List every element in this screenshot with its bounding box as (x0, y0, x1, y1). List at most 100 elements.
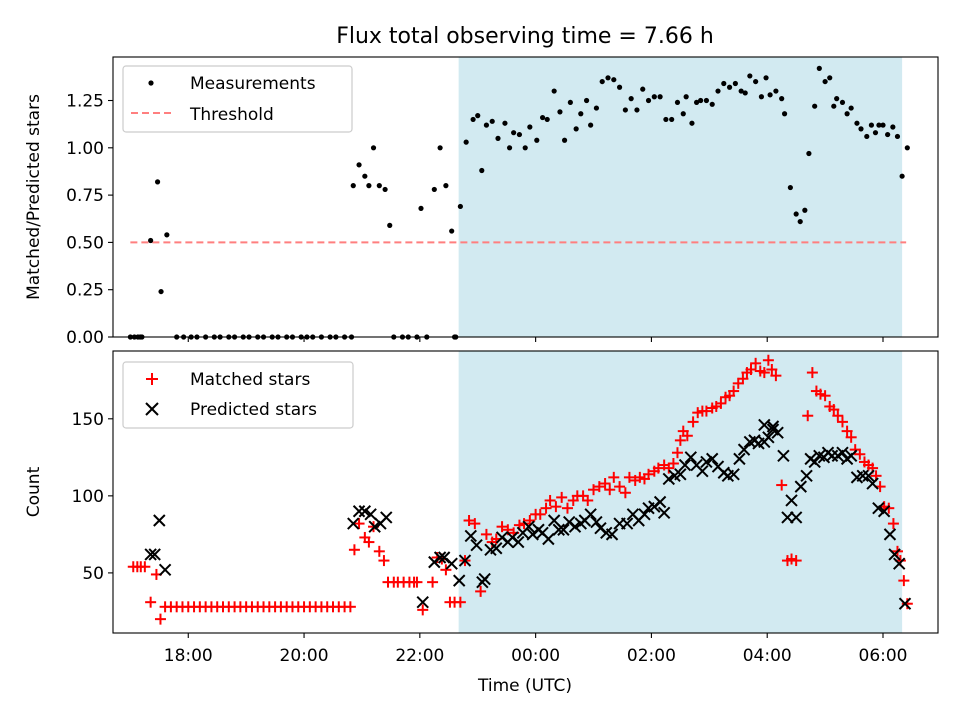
matched-star-point (841, 425, 853, 437)
measurement-point (703, 97, 710, 104)
top-panel: 0.00 0.25 0.50 0.75 1.00 1.25 Matched/Predict… (24, 56, 939, 348)
legend-predicted-label: Predicted stars (190, 400, 317, 420)
matched-star-point (378, 555, 390, 567)
measurement-point (680, 111, 686, 117)
measurement-point (154, 179, 161, 185)
predicted-star-point (762, 431, 775, 444)
measurement-point (645, 97, 652, 104)
predicted-star-point (547, 514, 561, 527)
measurement-point (839, 99, 846, 106)
x-tick-label: 22:00 (395, 646, 444, 666)
matched-star-point (762, 354, 774, 366)
predicted-star-point (638, 508, 651, 521)
predicted-star-point (794, 480, 807, 493)
bottom-x-ticks: 18:00 20:00 22:00 00:00 02:00 04:00 06:00 (164, 633, 908, 666)
measurement-point (479, 167, 485, 174)
predicted-star-point (800, 469, 813, 483)
x-tick-label: 04:00 (743, 646, 792, 666)
matched-star-point (845, 431, 857, 443)
matched-star-point (154, 613, 166, 625)
legend-predicted-marker (145, 402, 159, 416)
measurement-point (551, 88, 557, 94)
measurement-point (475, 113, 481, 119)
predicted-star-point (590, 515, 603, 529)
predicted-star-point (844, 449, 858, 462)
measurement-point (721, 80, 727, 87)
matched-star-point (556, 491, 568, 503)
matched-star-point (344, 601, 356, 613)
matched-star-point (480, 528, 492, 540)
measurement-point (885, 131, 891, 138)
measurement-point (366, 183, 372, 189)
matched-star-point (561, 502, 573, 514)
predicted-star-point (144, 548, 157, 561)
predicted-star-point (153, 514, 166, 527)
measurement-point (583, 97, 590, 104)
measurement-point (449, 228, 455, 234)
matched-star-point (475, 585, 487, 597)
x-tick-label: 06:00 (859, 646, 908, 666)
predicted-star-point (684, 451, 697, 464)
matched-star-point (139, 561, 151, 573)
measurement-point (557, 109, 563, 115)
measurement-point (758, 94, 765, 100)
predicted-star-point (657, 506, 671, 520)
measurement-point (573, 126, 579, 132)
matched-star-point (463, 515, 475, 527)
measurement-point (683, 94, 689, 100)
measurement-point (763, 75, 769, 81)
measurement-point (753, 78, 759, 85)
predicted-star-point (862, 469, 875, 483)
predicted-star-point (416, 595, 429, 609)
matched-star-point (534, 508, 546, 520)
measurement-points (127, 65, 910, 340)
top-legend: Measurements Threshold (122, 65, 353, 133)
predicted-star-point (737, 443, 751, 456)
matched-star-point (687, 416, 699, 428)
measurement-point (158, 288, 164, 295)
predicted-star-point (733, 452, 746, 466)
matched-star-point (715, 397, 727, 409)
matched-star-point (540, 502, 552, 514)
matched-star-point (544, 494, 556, 506)
predicted-star-point (836, 446, 849, 459)
matched-star-point (681, 430, 693, 442)
matched-star-point (745, 363, 757, 375)
measurement-point (578, 111, 584, 117)
predicted-star-point (789, 511, 803, 524)
y-tick-label: 50 (82, 564, 104, 584)
measurement-point (502, 120, 508, 126)
predicted-star-point (557, 523, 570, 536)
measurement-point (611, 77, 617, 83)
matched-star-point (806, 367, 818, 379)
measurement-point (539, 114, 546, 121)
legend-measurement-marker (148, 80, 154, 86)
matched-star-point (750, 357, 762, 369)
top-shaded-region (458, 57, 903, 337)
matched-star-point (604, 484, 616, 496)
measurement-point (418, 205, 424, 211)
matched-star-point (588, 484, 600, 496)
measurement-point (899, 173, 905, 179)
measurement-point (663, 116, 669, 123)
matched-star-point (883, 502, 895, 514)
y-tick-label: 150 (72, 410, 104, 430)
predicted-star-point (453, 574, 466, 587)
measurement-point (495, 135, 501, 141)
matched-star-point (766, 363, 778, 375)
measurement-point (689, 120, 695, 126)
measurement-point (767, 92, 773, 98)
matched-star-point (582, 494, 594, 506)
matched-star-point (758, 367, 770, 379)
measurement-point (732, 80, 738, 87)
predicted-star-point (512, 535, 525, 549)
matched-star-point (417, 604, 429, 616)
measurement-point (376, 183, 382, 189)
matched-star-point (652, 462, 664, 474)
matched-star-point (802, 410, 814, 422)
predicted-star-point (542, 532, 555, 546)
measurement-point (802, 207, 808, 213)
predicted-star-point (674, 468, 687, 481)
matched-star-point (599, 478, 611, 490)
